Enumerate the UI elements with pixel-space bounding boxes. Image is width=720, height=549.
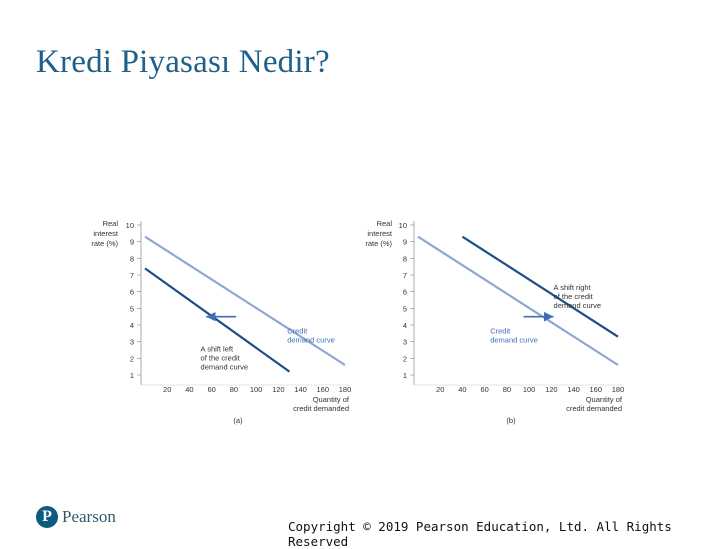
y-tick-label: 8 bbox=[130, 254, 134, 263]
x-tick-label: 180 bbox=[612, 385, 625, 394]
y-tick-label: 3 bbox=[403, 338, 407, 347]
y-tick-label: 5 bbox=[403, 304, 407, 313]
original-demand-curve bbox=[417, 235, 619, 366]
panel-label: (b) bbox=[506, 416, 516, 425]
x-tick-label: 40 bbox=[458, 385, 466, 394]
y-tick-label: 4 bbox=[130, 321, 134, 330]
shift-annotation: A shift right bbox=[554, 283, 592, 292]
y-axis-label: interest bbox=[367, 229, 393, 238]
x-tick-label: 20 bbox=[436, 385, 444, 394]
shift-annotation: A shift left bbox=[201, 345, 234, 354]
shift-annotation: of the credit bbox=[554, 292, 594, 301]
shift-annotation: of the credit bbox=[201, 354, 241, 363]
chart-panel-a: 1 2 3 4 5 6 7 8 9 10 20 40 60 80 100 120 140 160 180 Realin… bbox=[91, 219, 351, 425]
y-tick-label: 1 bbox=[403, 371, 407, 380]
x-tick-label: 20 bbox=[163, 385, 171, 394]
curve-annotation: Credit bbox=[490, 326, 511, 335]
shift-annotation: demand curve bbox=[201, 363, 249, 372]
y-axis-label: rate (%) bbox=[365, 239, 392, 248]
x-axis-label: Quantity of bbox=[313, 395, 350, 404]
shifted-demand-curve bbox=[144, 267, 291, 373]
x-tick-label: 140 bbox=[294, 385, 307, 394]
x-tick-label: 100 bbox=[523, 385, 536, 394]
y-tick-label: 10 bbox=[126, 221, 134, 230]
chart-panel-b: 1 2 3 4 5 6 7 8 9 10 20 40 60 80 100 120 140 160 180 Realin… bbox=[365, 219, 624, 425]
shifted-demand-curve bbox=[461, 235, 619, 338]
y-axis-label: interest bbox=[93, 229, 119, 238]
pearson-logo-text: Pearson bbox=[62, 507, 116, 526]
x-axis-label: credit demanded bbox=[566, 404, 622, 413]
y-tick-label: 10 bbox=[399, 221, 407, 230]
original-demand-curve bbox=[144, 235, 346, 366]
y-tick-label: 7 bbox=[130, 271, 134, 280]
y-tick-label: 9 bbox=[403, 238, 407, 247]
y-tick-label: 3 bbox=[130, 338, 134, 347]
panel-label: (a) bbox=[233, 416, 243, 425]
x-tick-label: 60 bbox=[480, 385, 488, 394]
y-axis-label: Real bbox=[377, 219, 393, 228]
y-tick-label: 7 bbox=[403, 271, 407, 280]
x-tick-label: 180 bbox=[339, 385, 352, 394]
x-tick-label: 80 bbox=[230, 385, 238, 394]
curve-annotation: Credit bbox=[287, 326, 308, 335]
x-tick-label: 80 bbox=[503, 385, 511, 394]
x-tick-label: 160 bbox=[317, 385, 330, 394]
y-tick-label: 1 bbox=[130, 371, 134, 380]
y-axis-label: Real bbox=[103, 219, 119, 228]
y-tick-label: 5 bbox=[130, 304, 134, 313]
curve-annotation: demand curve bbox=[287, 335, 335, 344]
x-tick-label: 40 bbox=[185, 385, 193, 394]
y-axis-label: rate (%) bbox=[91, 239, 118, 248]
y-tick-label: 6 bbox=[130, 288, 134, 297]
y-tick-label: 4 bbox=[403, 321, 407, 330]
x-tick-label: 140 bbox=[567, 385, 580, 394]
slide-title: Kredi Piyasası Nedir? bbox=[36, 44, 330, 80]
y-tick-label: 2 bbox=[130, 354, 134, 363]
y-tick-label: 6 bbox=[403, 288, 407, 297]
curve-annotation: demand curve bbox=[490, 335, 538, 344]
x-tick-label: 60 bbox=[207, 385, 215, 394]
x-axis-label: credit demanded bbox=[293, 404, 349, 413]
pearson-logo-icon: P bbox=[36, 506, 58, 528]
y-tick-label: 9 bbox=[130, 238, 134, 247]
copyright-notice: Copyright © 2019 Pearson Education, Ltd.… bbox=[288, 519, 672, 549]
shift-annotation: demand curve bbox=[554, 301, 602, 310]
x-tick-label: 160 bbox=[590, 385, 603, 394]
pearson-logo: P Pearson bbox=[36, 506, 116, 528]
x-axis-label: Quantity of bbox=[586, 395, 623, 404]
y-tick-label: 8 bbox=[403, 254, 407, 263]
x-tick-label: 100 bbox=[250, 385, 263, 394]
y-tick-label: 2 bbox=[403, 354, 407, 363]
x-tick-label: 120 bbox=[272, 385, 285, 394]
x-tick-label: 120 bbox=[545, 385, 558, 394]
